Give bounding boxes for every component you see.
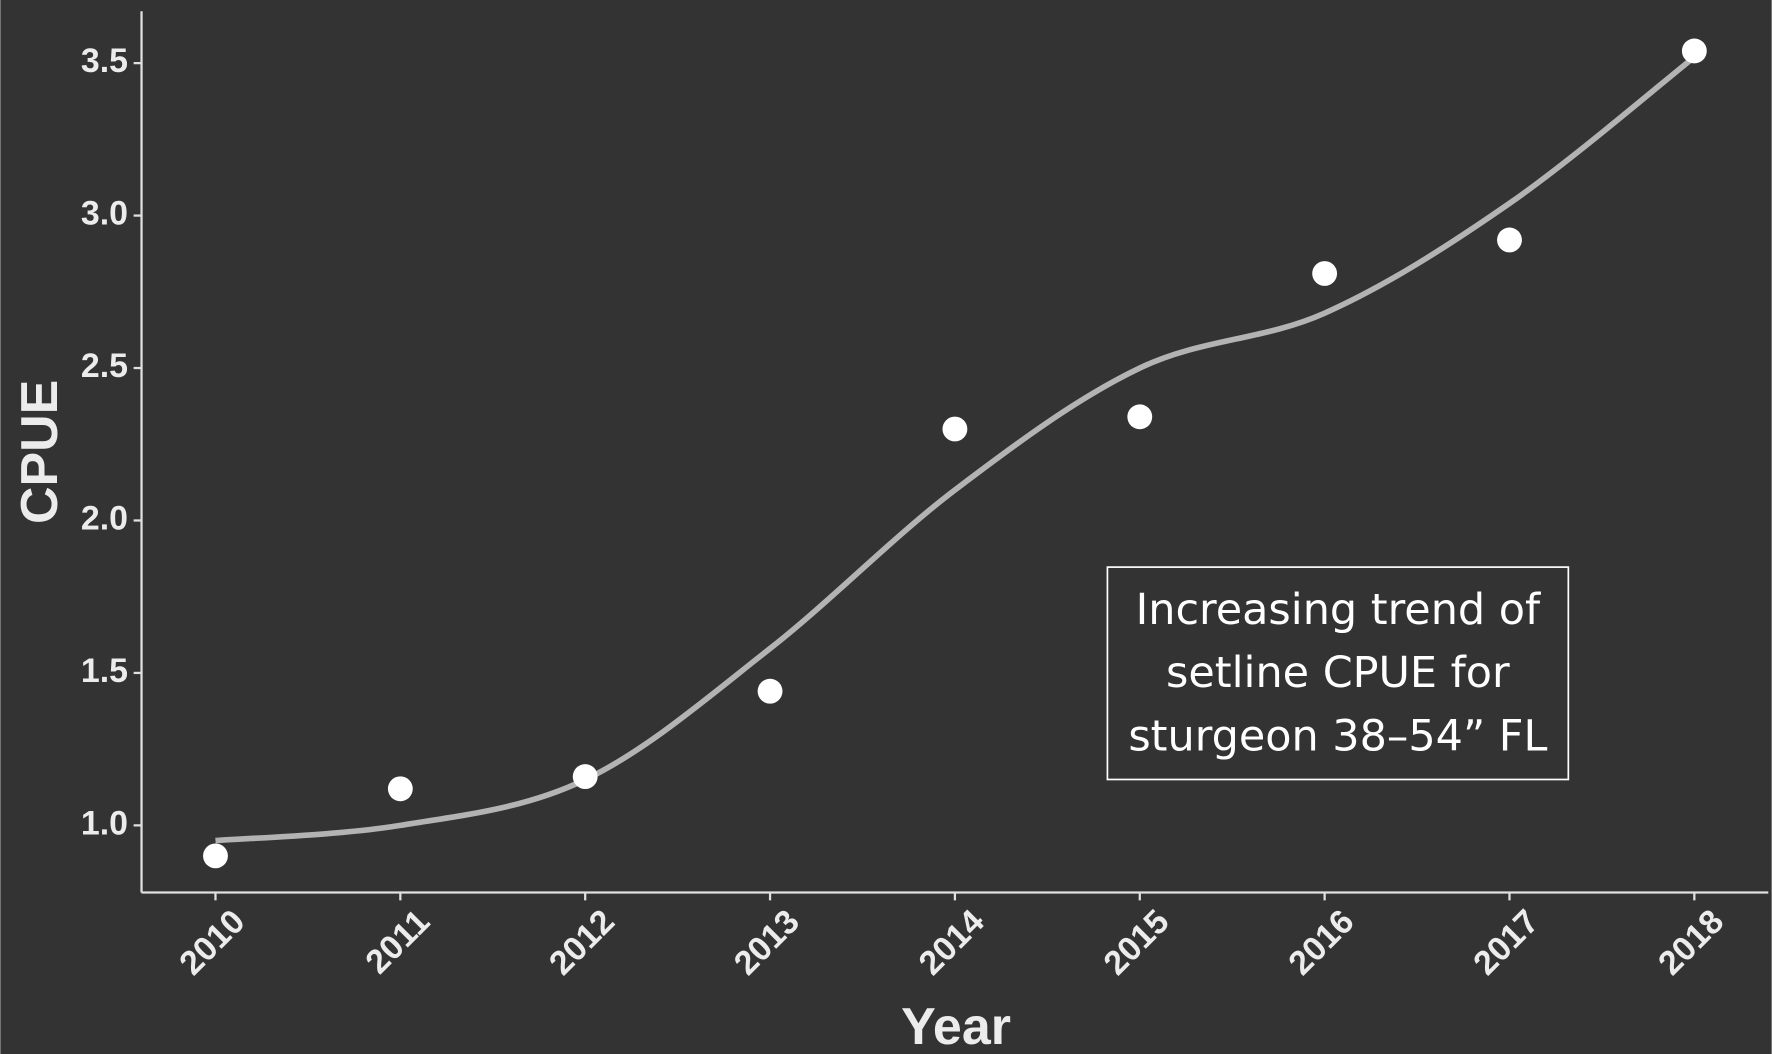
y-tick-label: 3.0 xyxy=(81,195,128,233)
y-tick-label: 2.0 xyxy=(81,499,128,537)
trend-line xyxy=(215,54,1697,844)
annotation-line: sturgeon 38–54” FL xyxy=(1128,711,1547,761)
data-point xyxy=(757,678,783,704)
data-point xyxy=(387,776,413,802)
data-point xyxy=(1127,404,1153,430)
y-axis-title: CPUE xyxy=(11,380,69,524)
data-point xyxy=(942,416,968,442)
data-point xyxy=(1312,261,1338,286)
y-tick-label: 1.5 xyxy=(81,652,128,690)
y-tick-label: 1.0 xyxy=(81,804,128,842)
data-point xyxy=(203,843,228,869)
x-axis-title: Year xyxy=(901,998,1011,1054)
annotation-line: Increasing trend of xyxy=(1136,585,1541,635)
data-point xyxy=(1497,227,1522,253)
y-tick-label: 2.5 xyxy=(81,347,128,385)
annotation-line: setline CPUE for xyxy=(1166,648,1510,698)
annotation-box xyxy=(1106,566,1570,781)
data-point xyxy=(1681,38,1707,64)
y-tick-label: 3.5 xyxy=(81,42,128,80)
data-point xyxy=(572,764,598,790)
